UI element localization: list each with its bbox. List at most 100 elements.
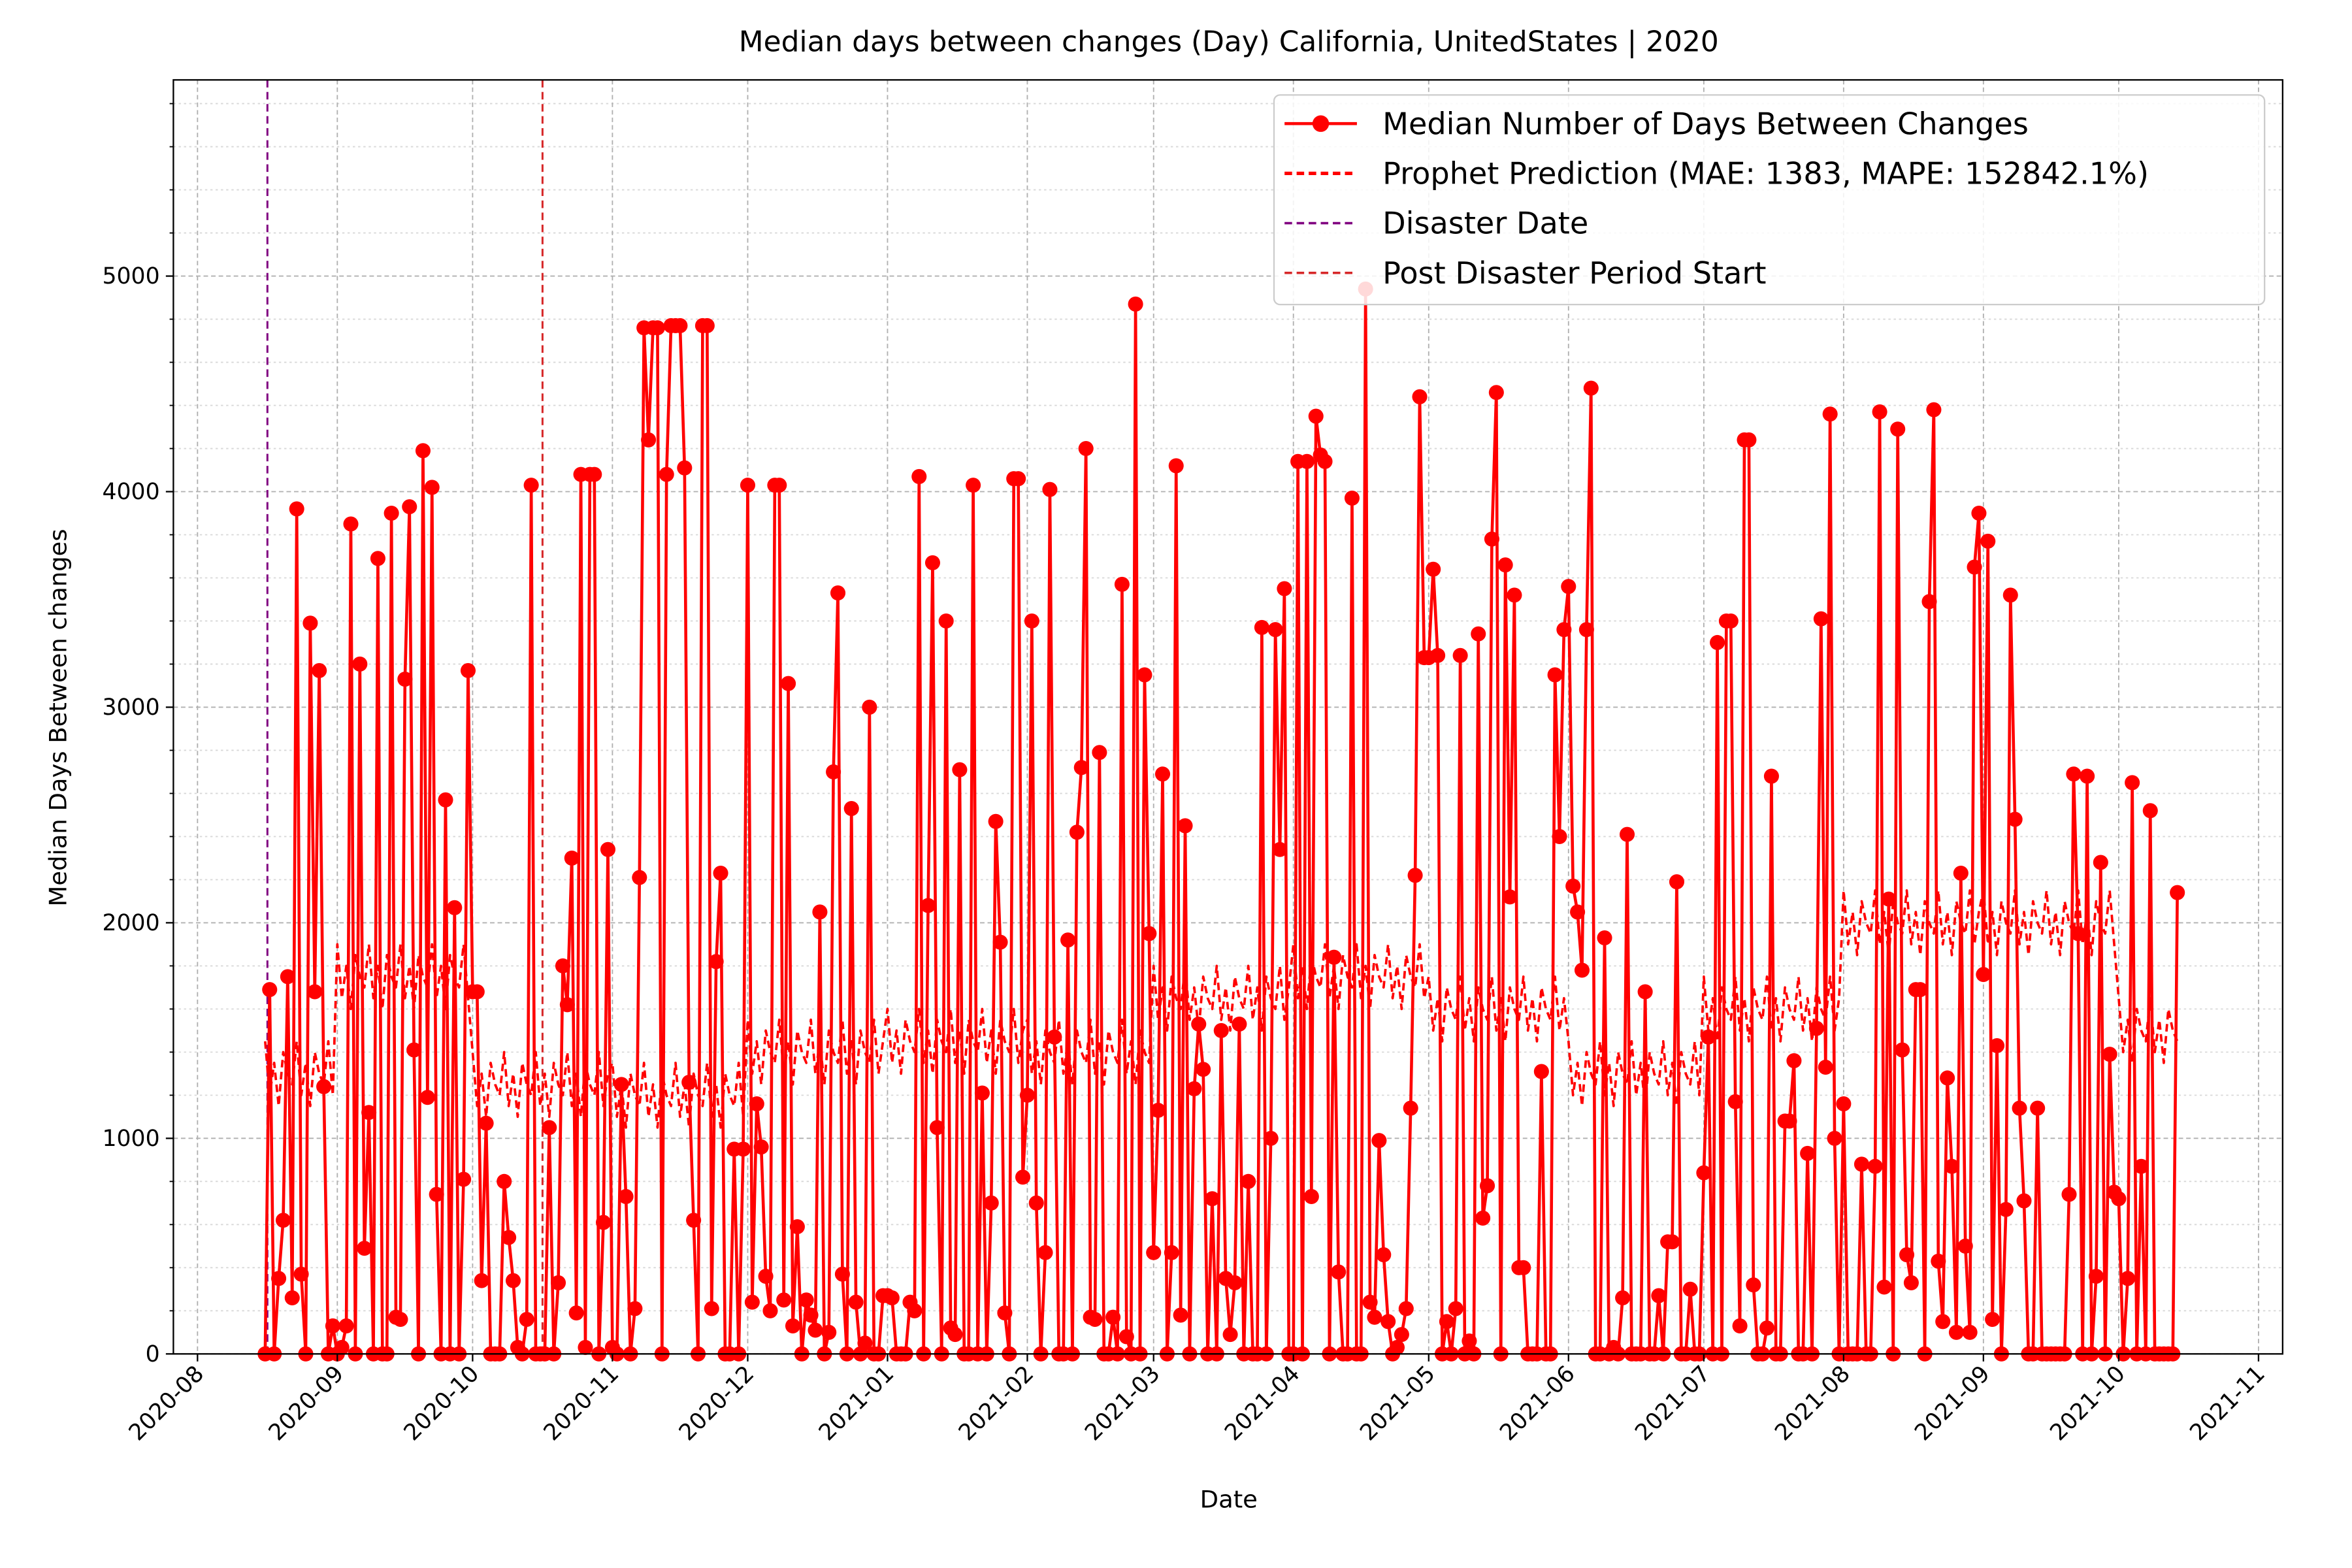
point (1299, 453, 1315, 469)
point (1430, 647, 1446, 663)
point (1818, 1059, 1833, 1075)
point (568, 1305, 584, 1321)
point (907, 1303, 923, 1318)
point (1344, 490, 1360, 506)
point (275, 1213, 291, 1228)
point (393, 1311, 408, 1328)
point (1759, 1320, 1775, 1336)
point (1578, 622, 1594, 638)
point (1380, 1314, 1396, 1330)
point (1326, 949, 1342, 965)
point (1497, 557, 1513, 573)
point (469, 984, 485, 1000)
point (1565, 878, 1581, 894)
point (1561, 579, 1576, 595)
point (1241, 1173, 1256, 1189)
point (564, 850, 580, 866)
point (1047, 1029, 1062, 1045)
point (559, 997, 575, 1013)
point (1669, 874, 1684, 890)
point (830, 585, 846, 601)
point (1935, 1314, 1951, 1330)
point (1723, 613, 1739, 629)
y-tick-label: 2000 (103, 910, 160, 936)
point (803, 1307, 819, 1323)
point (736, 1141, 751, 1157)
point (924, 555, 941, 570)
point (1931, 1253, 1946, 1269)
y-tick-label: 4000 (103, 479, 160, 505)
point (415, 443, 431, 459)
point (2142, 803, 2158, 819)
point (1303, 1188, 1319, 1204)
point (1583, 380, 1599, 396)
point (1146, 1245, 1162, 1260)
point (1164, 1245, 1179, 1260)
point (1710, 634, 1725, 651)
point (587, 466, 602, 482)
chart-title: Median days between changes (Day) Califo… (739, 25, 1719, 58)
point (1899, 1247, 1915, 1263)
point (1985, 1311, 2001, 1328)
point (1272, 841, 1288, 857)
point (1331, 1264, 1347, 1280)
point (677, 460, 693, 476)
point (929, 1120, 945, 1135)
point (1087, 1311, 1103, 1328)
point (1376, 1247, 1392, 1263)
point (1976, 967, 1991, 983)
point (1019, 1087, 1035, 1103)
point (1137, 667, 1152, 683)
plot-area (257, 80, 2185, 1362)
legend-label: Disaster Date (1382, 206, 1588, 241)
point (2016, 1193, 2032, 1209)
point (352, 656, 368, 672)
point (785, 1318, 801, 1333)
point (1452, 647, 1468, 663)
point (1173, 1307, 1188, 1323)
point (2030, 1100, 2046, 1116)
point (1154, 766, 1171, 782)
point (2120, 1271, 2136, 1286)
point (762, 1303, 778, 1318)
point (505, 1273, 521, 1288)
axes-frame (172, 79, 2283, 1355)
point (596, 1215, 612, 1230)
point (1822, 406, 1838, 422)
point (1308, 408, 1324, 424)
point (1426, 561, 1441, 577)
point (1876, 1279, 1892, 1295)
point (1989, 1037, 2005, 1054)
point (1362, 1294, 1378, 1310)
point (262, 982, 278, 998)
point (2102, 1047, 2117, 1062)
point (1516, 1260, 1531, 1275)
point (740, 478, 755, 493)
point (542, 1120, 557, 1135)
point (613, 1077, 629, 1092)
point (2012, 1100, 2027, 1116)
point (627, 1301, 643, 1316)
point (1746, 1277, 1761, 1293)
point (1615, 1290, 1631, 1306)
point (938, 613, 954, 629)
point (921, 898, 936, 913)
point (370, 551, 385, 566)
point (1808, 1021, 1824, 1036)
point (2002, 587, 2018, 603)
point (659, 466, 674, 482)
point (1119, 1329, 1134, 1345)
point (789, 1219, 805, 1235)
point (497, 1173, 512, 1189)
point (649, 320, 665, 336)
point (1903, 1275, 1919, 1290)
point (1782, 1113, 1797, 1129)
point (1042, 482, 1058, 497)
point (1552, 828, 1567, 844)
point (1037, 1245, 1053, 1260)
point (911, 468, 927, 484)
point (1547, 667, 1563, 683)
point (397, 672, 413, 687)
point (1597, 930, 1612, 946)
y-tick-label: 1000 (103, 1126, 160, 1152)
